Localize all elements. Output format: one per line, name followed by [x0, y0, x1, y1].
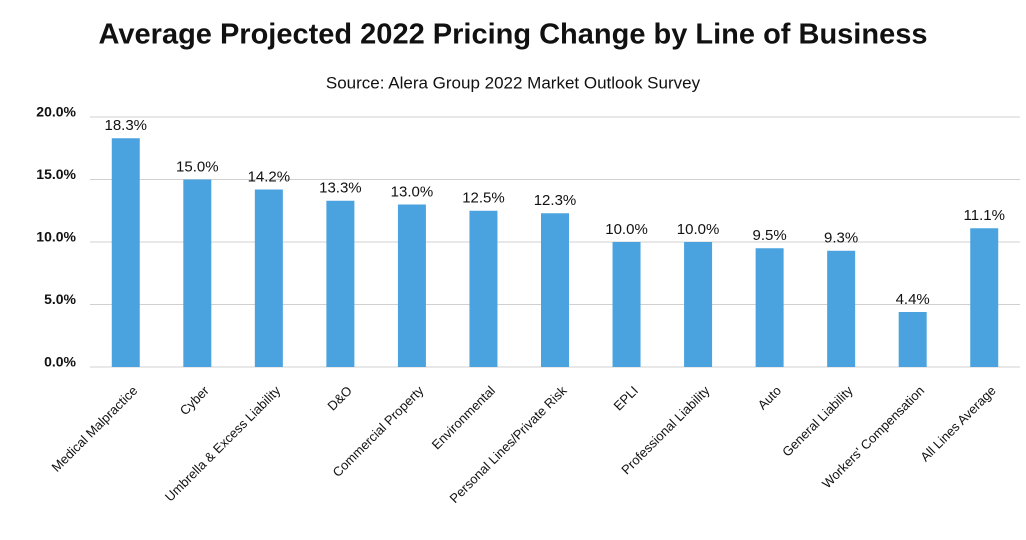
y-tick-label: 15.0% [36, 166, 76, 182]
y-tick-label: 20.0% [36, 104, 76, 120]
chart-title: Average Projected 2022 Pricing Change by… [99, 19, 928, 51]
x-tick-label: General Liability [779, 383, 856, 460]
bar [684, 242, 713, 367]
data-label: 10.0% [677, 221, 720, 238]
bar [970, 228, 999, 367]
bar [898, 312, 927, 367]
data-label: 11.1% [964, 207, 1005, 224]
x-tick-label: Auto [755, 383, 785, 413]
bar [111, 138, 140, 367]
data-label: 4.4% [896, 291, 930, 308]
x-tick-label: EPLI [611, 383, 642, 414]
y-tick-label: 0.0% [44, 354, 76, 370]
bar [326, 200, 355, 367]
x-tick-label: Cyber [177, 382, 213, 418]
data-label: 12.5% [462, 190, 505, 207]
x-tick-label: Umbrella & Excess Liability [162, 383, 284, 505]
bar [541, 213, 569, 367]
data-label: 9.5% [753, 227, 787, 244]
data-label: 13.3% [319, 180, 362, 197]
bar [254, 189, 283, 367]
x-tick-label: D&O [324, 383, 355, 414]
data-label: 18.3% [104, 117, 147, 134]
bar [827, 250, 856, 367]
x-tick-label: Environmental [429, 383, 498, 452]
x-tick-label: All Lines Average [917, 383, 998, 464]
x-tick-label: Medical Malpractice [48, 383, 140, 475]
bar [183, 179, 212, 367]
bar [469, 210, 498, 367]
data-label: 15.0% [176, 158, 219, 175]
data-label: 14.2% [248, 168, 291, 185]
bar [612, 242, 641, 367]
data-label: 10.0% [605, 221, 648, 238]
bar [755, 248, 784, 367]
x-tick-label: Personal Lines/Private Risk [447, 383, 570, 506]
y-tick-label: 10.0% [36, 229, 76, 245]
chart-subtitle: Source: Alera Group 2022 Market Outlook … [326, 73, 701, 92]
bar [397, 204, 426, 367]
data-label: 9.3% [824, 230, 858, 247]
data-label: 13.0% [391, 183, 434, 200]
y-tick-label: 5.0% [44, 291, 76, 307]
data-label: 12.3% [534, 192, 577, 209]
